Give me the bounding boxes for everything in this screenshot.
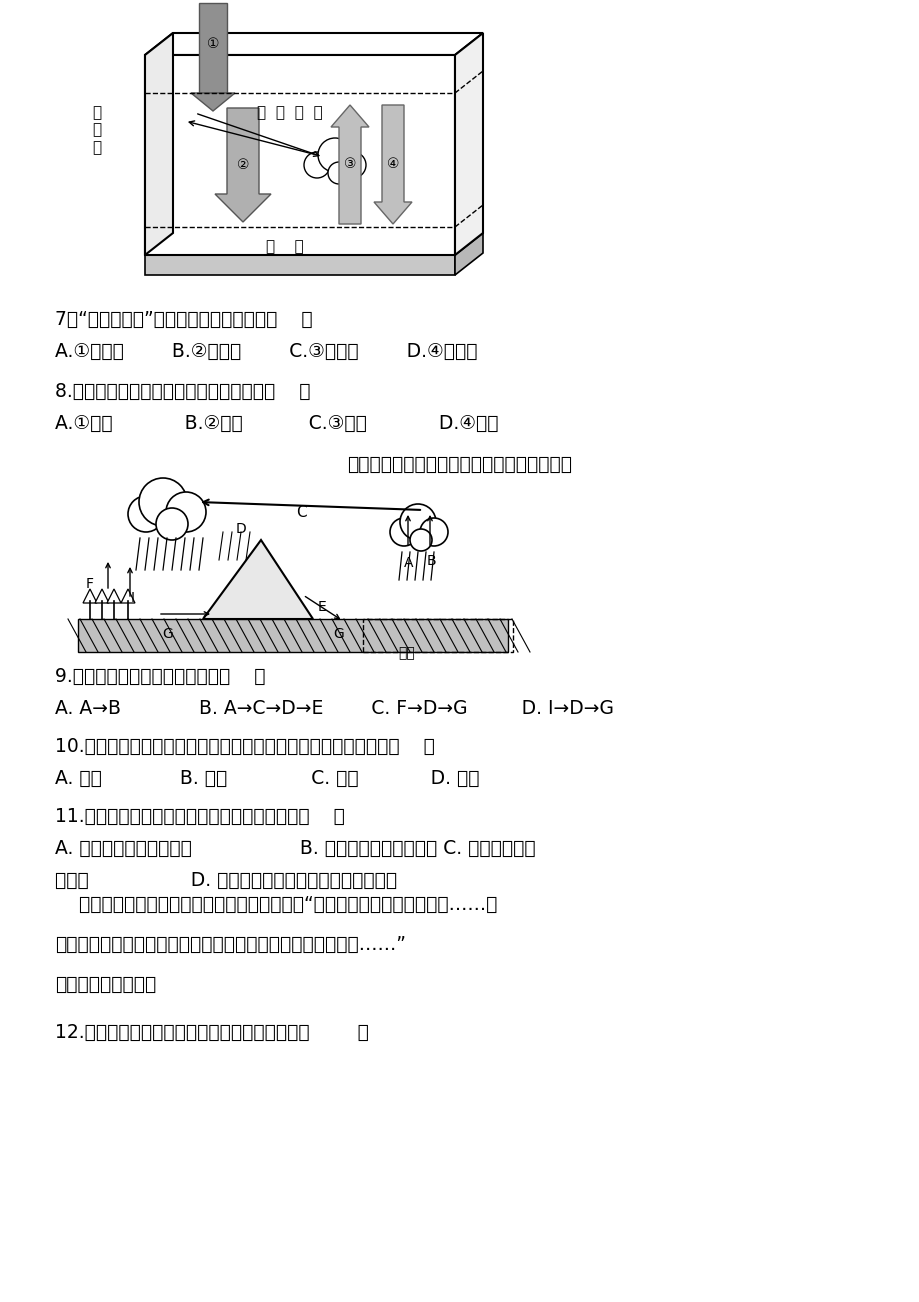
- Text: E: E: [318, 600, 326, 615]
- Bar: [78, 618, 507, 652]
- Text: G: G: [333, 628, 344, 641]
- Polygon shape: [95, 589, 108, 603]
- Text: A. 春季             B. 夏季              C. 秋季            D. 冬季: A. 春季 B. 夏季 C. 秋季 D. 冬季: [55, 769, 479, 788]
- Circle shape: [410, 529, 432, 551]
- Polygon shape: [455, 33, 482, 255]
- Bar: [199, 3, 227, 92]
- Polygon shape: [145, 233, 482, 255]
- Text: 9.图中组成海陆间循环的组合是（    ）: 9.图中组成海陆间循环的组合是（ ）: [55, 667, 266, 686]
- Text: B: B: [426, 553, 437, 568]
- Circle shape: [420, 518, 448, 546]
- Circle shape: [400, 504, 436, 540]
- Circle shape: [318, 138, 352, 172]
- FancyArrow shape: [331, 105, 369, 224]
- Text: A. A→B             B. A→C→D→E        C. F→D→G         D. I→D→G: A. A→B B. A→C→D→E C. F→D→G D. I→D→G: [55, 699, 613, 717]
- Circle shape: [128, 496, 164, 533]
- Text: C: C: [296, 505, 306, 519]
- Text: 下图为水循环示意图。读图，完成下面小题。: 下图为水循环示意图。读图，完成下面小题。: [347, 454, 572, 474]
- Polygon shape: [191, 92, 234, 111]
- Text: 大  气  上  界: 大 气 上 界: [256, 105, 323, 120]
- FancyArrow shape: [215, 108, 271, 223]
- Polygon shape: [107, 589, 121, 603]
- Polygon shape: [145, 33, 482, 55]
- Text: 海洋: 海洋: [398, 646, 414, 660]
- Text: ①: ①: [207, 36, 219, 51]
- Text: A. 使陆地水资源不断更新                  B. 维持全球水的动态平衡 C. 不断塑造着地: A. 使陆地水资源不断更新 B. 维持全球水的动态平衡 C. 不断塑造着地: [55, 838, 535, 858]
- Text: 7．“露水起晴天”主要是由于晴朗的夜晦（    ）: 7．“露水起晴天”主要是由于晴朗的夜晦（ ）: [55, 310, 312, 329]
- Circle shape: [156, 508, 187, 540]
- Text: A.①增强            B.②减弱           C.③增强            D.④减弱: A.①增强 B.②减弱 C.③增强 D.④减弱: [55, 414, 498, 434]
- Circle shape: [390, 518, 417, 546]
- Text: 8.发展低碳经济，倡导低碳生活可以导致（    ）: 8.发展低碳经济，倡导低碳生活可以导致（ ）: [55, 381, 311, 401]
- Text: 《水浒传》中有一段对天气的经典描述如下：“是日，日无晶光，崔风乱吼……其: 《水浒传》中有一段对天气的经典描述如下：“是日，日无晶光，崔风乱吼……其: [55, 894, 497, 914]
- Text: 时正是仲冬天气，连日大风，天地变色，马蹄冻合，铁甲如冰……”: 时正是仲冬天气，连日大风，天地变色，马蹄冻合，铁甲如冰……”: [55, 935, 405, 954]
- Text: D: D: [236, 522, 246, 536]
- Text: I: I: [130, 591, 135, 605]
- Text: 表形态                 D. 加剧不同纬度热量收支不平衡的矛盾: 表形态 D. 加剧不同纬度热量收支不平衡的矛盾: [55, 871, 397, 891]
- Text: G: G: [162, 628, 173, 641]
- Polygon shape: [121, 589, 135, 603]
- Text: ②: ②: [236, 158, 249, 172]
- Text: F: F: [85, 577, 94, 591]
- Text: ④: ④: [386, 158, 399, 172]
- Text: 据此完成下面小题。: 据此完成下面小题。: [55, 975, 156, 993]
- Text: 12.材料中描述的天气系统和下列图示相符的是（        ）: 12.材料中描述的天气系统和下列图示相符的是（ ）: [55, 1023, 369, 1042]
- Circle shape: [303, 152, 330, 178]
- Circle shape: [340, 152, 366, 178]
- Text: 大
气
层: 大 气 层: [92, 105, 101, 155]
- Circle shape: [139, 478, 187, 526]
- Circle shape: [328, 161, 349, 184]
- Bar: [145, 55, 455, 255]
- Text: A.①辐射强        B.②辐射强        C.③辐射弱        D.④辐射弱: A.①辐射强 B.②辐射强 C.③辐射弱 D.④辐射弱: [55, 342, 477, 361]
- Polygon shape: [145, 33, 173, 255]
- Polygon shape: [203, 540, 312, 618]
- Bar: [145, 255, 455, 275]
- Text: 11.下列有关水循环地理意义的叙述，错误的是（    ）: 11.下列有关水循环地理意义的叙述，错误的是（ ）: [55, 807, 345, 825]
- Polygon shape: [83, 589, 96, 603]
- Text: 10.图中如果表示我国东南沿海地区，海陆间循环最活跃的季节是（    ）: 10.图中如果表示我国东南沿海地区，海陆间循环最活跃的季节是（ ）: [55, 737, 435, 756]
- Text: 地    面: 地 面: [266, 240, 303, 254]
- Text: A: A: [403, 556, 413, 570]
- Polygon shape: [455, 233, 482, 275]
- Circle shape: [165, 492, 206, 533]
- Text: ③: ③: [344, 158, 356, 172]
- Bar: [363, 618, 513, 652]
- FancyArrow shape: [374, 105, 412, 224]
